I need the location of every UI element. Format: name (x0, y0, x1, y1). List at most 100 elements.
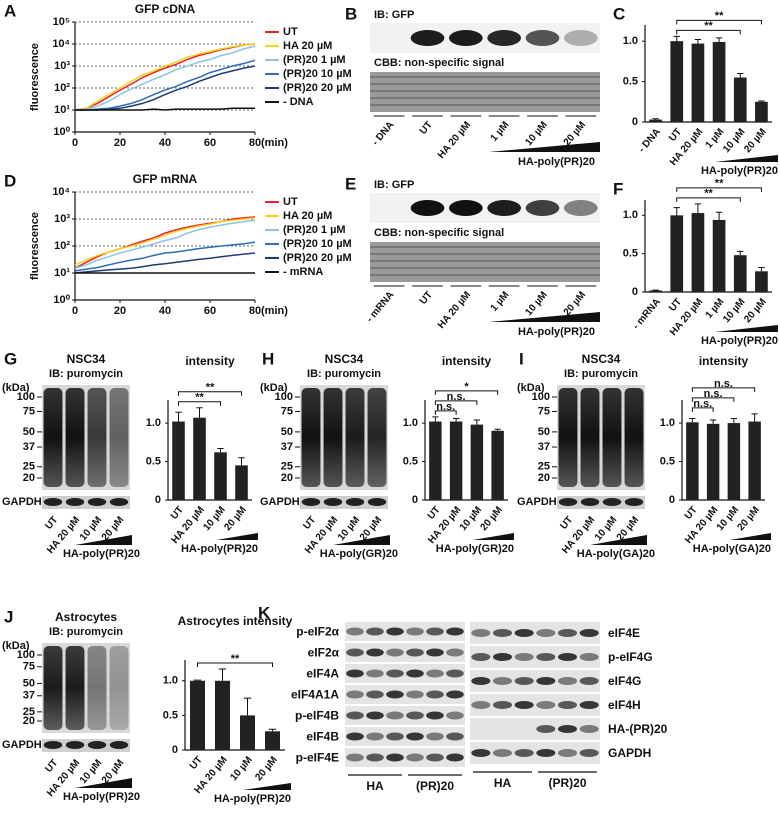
marker-label: 20 (281, 472, 293, 484)
x-tick-label: 10 µM (228, 755, 254, 784)
dose-triangle (714, 325, 778, 332)
gfp-band (410, 200, 445, 216)
protein-band (536, 629, 556, 637)
y-tick-label: 10⁰ (53, 294, 70, 306)
blot-strip (345, 727, 465, 746)
probe-label: IB: GFP (374, 179, 414, 191)
legend-label: HA 20 µM (283, 210, 332, 222)
protein-band (471, 749, 491, 757)
gapdh-band (323, 498, 343, 506)
protein-label: eIF4H (608, 698, 641, 712)
gapdh-band (602, 498, 622, 506)
lane-label: UT (418, 120, 435, 137)
bar (706, 423, 720, 500)
dose-triangle (472, 533, 514, 540)
series-line (74, 219, 256, 269)
y-tick-label: 10⁰ (53, 126, 70, 138)
bar (649, 119, 662, 122)
lane-label: UT (418, 290, 435, 307)
protein-band (406, 753, 424, 762)
significance-label: n.s. (436, 401, 455, 413)
marker-label: 37 (23, 441, 35, 453)
blot-strip (470, 742, 600, 764)
bar (733, 255, 747, 292)
significance-bracket (691, 397, 735, 402)
puromycin-smear (65, 646, 85, 730)
error-bar (715, 211, 723, 220)
y-tick-label: 0.5 (403, 455, 418, 467)
protein-band (386, 732, 404, 741)
puromycin-smear (602, 388, 622, 487)
lane-label: 10 µM (78, 515, 104, 544)
marker-label: 37 (538, 441, 550, 453)
puromycin-smear (624, 388, 644, 487)
y-tick-label: 10³ (54, 213, 70, 225)
group-label: HA-poly(PR)20 (518, 156, 595, 168)
y-tick-label: 0 (155, 494, 161, 506)
bar (265, 731, 280, 750)
protein-band (579, 725, 599, 733)
protein-label: HA-(PR)20 (608, 722, 668, 736)
marker-label: 50 (23, 426, 35, 438)
legend-label: - DNA (283, 96, 314, 108)
bar (190, 680, 205, 750)
dose-triangle (75, 778, 132, 788)
bar (449, 421, 463, 500)
panel-letter: E (345, 174, 356, 193)
blot-background (370, 193, 600, 223)
puromycin-smear (43, 388, 63, 487)
probe-label: IB: puromycin (564, 368, 638, 380)
bar (670, 215, 684, 292)
significance-bracket (676, 187, 762, 192)
error-bar (243, 697, 252, 716)
y-tick-label: 10¹ (54, 267, 70, 279)
protein-band (471, 629, 491, 637)
error-bar (758, 266, 765, 272)
group-label: HA-poly(GA)20 (577, 548, 655, 560)
error-bar (694, 39, 702, 44)
cbb-band (370, 97, 600, 99)
gfp-band (563, 30, 598, 46)
bar (193, 417, 206, 500)
gfp-band (487, 200, 522, 216)
probe-label: IB: puromycin (49, 626, 123, 638)
gfp-band (525, 200, 560, 216)
gfp-band (487, 30, 522, 46)
error-bar (494, 428, 501, 431)
bar (755, 271, 768, 292)
error-bar (453, 417, 460, 422)
loading-blot (42, 739, 130, 752)
legend-label: (PR)20 10 µM (283, 238, 352, 250)
puromycin-smear (345, 388, 365, 487)
marker-label: 25 (23, 706, 35, 718)
marker-label: 25 (538, 461, 550, 473)
protein-band (536, 749, 556, 757)
protein-band (406, 669, 424, 678)
legend-label: (PR)20 20 µM (283, 252, 352, 264)
error-bar (193, 679, 202, 681)
group-label: HA (366, 779, 384, 793)
blot-strip (470, 670, 600, 692)
y-tick-label: 0.5 (660, 455, 675, 467)
lane-label: UT (301, 515, 318, 532)
lane-label: 10 µM (593, 515, 619, 544)
protein-band (514, 629, 534, 637)
legend-label: - mRNA (283, 266, 323, 278)
series-line (74, 43, 256, 111)
significance-label: ** (195, 392, 204, 404)
marker-label: 20 (23, 715, 35, 727)
error-bar (218, 668, 227, 681)
protein-label: GAPDH (608, 746, 651, 760)
x-tick-label: 0 (72, 137, 78, 149)
x-tick-label: 20 µM (742, 127, 768, 156)
gapdh-band (65, 741, 85, 749)
protein-label: p-eIF4B (295, 709, 339, 723)
blot-title: Astrocytes (55, 610, 117, 624)
marker-label: 100 (17, 391, 35, 403)
protein-band (446, 627, 464, 636)
lane-label: 1 µM (489, 290, 512, 314)
lane-label: - DNA (370, 120, 396, 148)
protein-band (471, 653, 491, 661)
error-bar (175, 411, 182, 422)
lane-label: 10 µM (78, 758, 104, 787)
